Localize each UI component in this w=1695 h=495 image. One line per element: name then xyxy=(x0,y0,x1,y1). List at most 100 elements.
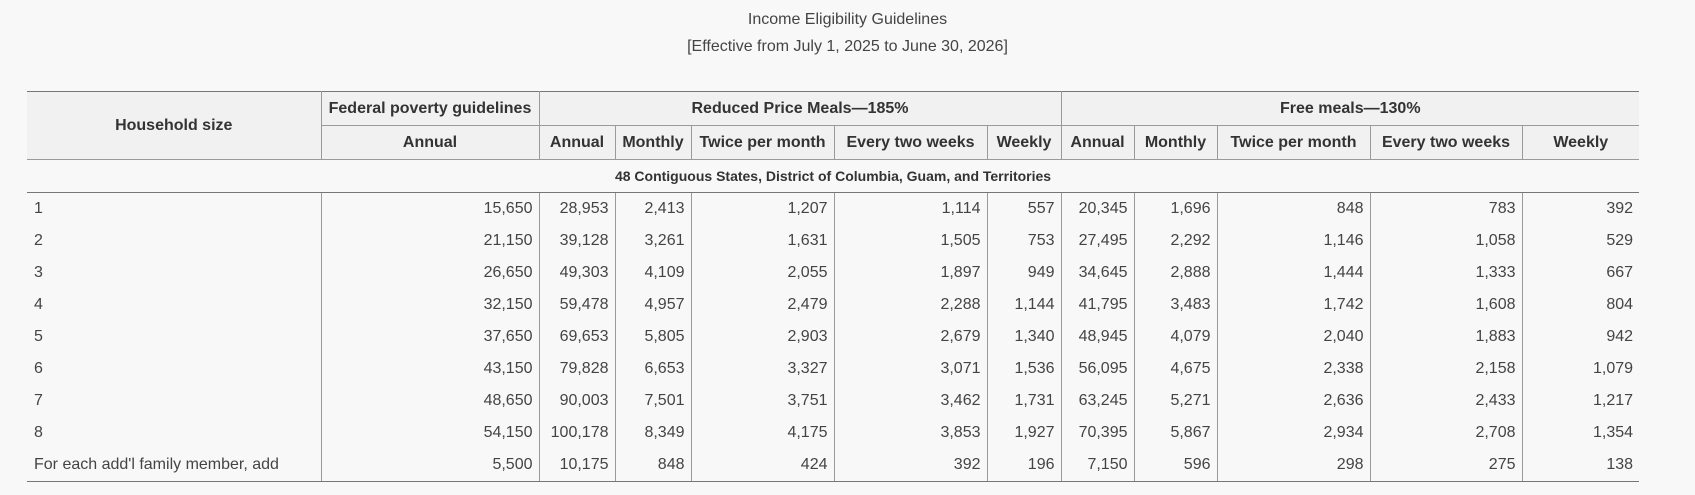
household-size-cell: 1 xyxy=(34,200,43,217)
value-cell: 10,175 xyxy=(538,449,615,482)
household-size-cell: 8 xyxy=(34,424,43,441)
header-reduced-monthly: Monthly xyxy=(614,125,692,160)
value-cell: 1,742 xyxy=(1216,289,1370,321)
value-cell: 56,095 xyxy=(1060,353,1134,385)
household-size-cell: For each add'l family member, add xyxy=(27,449,321,482)
value-cell: 70,395 xyxy=(1060,417,1134,449)
value-cell: 79,828 xyxy=(538,353,615,385)
value-cell: 34,645 xyxy=(1060,257,1134,289)
value-cell: 1,631 xyxy=(690,225,834,257)
value-cell: 848 xyxy=(1216,192,1370,225)
value-cell: 1,333 xyxy=(1369,257,1522,289)
value-cell: 3,261 xyxy=(614,225,691,257)
header-reduced-annual: Annual xyxy=(538,125,616,160)
value-cell: 804 xyxy=(1521,289,1640,321)
value-cell: 1,079 xyxy=(1521,353,1640,385)
value-cell: 1,927 xyxy=(986,417,1061,449)
value-cell: 7,150 xyxy=(1060,449,1134,482)
value-cell: 2,338 xyxy=(1216,353,1370,385)
value-cell: 1,731 xyxy=(986,385,1061,417)
table-row: 6 43,150 79,828 6,653 3,327 3,071 1,536 56,095 4… xyxy=(27,353,1640,385)
value-cell: 949 xyxy=(986,257,1061,289)
income-eligibility-table: Household size Federal poverty guideline… xyxy=(27,91,1640,482)
value-cell: 54,150 xyxy=(320,417,539,449)
header-free-weekly: Weekly xyxy=(1521,125,1640,160)
header-federal-poverty-guidelines: Federal poverty guidelines xyxy=(320,91,540,126)
value-cell: 557 xyxy=(986,192,1061,225)
value-cell: 1,444 xyxy=(1216,257,1370,289)
value-cell: 4,957 xyxy=(614,289,691,321)
table-row: 3 26,650 49,303 4,109 2,055 1,897 949 34,645 2,8… xyxy=(27,257,1640,289)
value-cell: 20,345 xyxy=(1060,192,1134,225)
value-cell: 48,945 xyxy=(1060,321,1134,353)
value-cell: 4,175 xyxy=(690,417,834,449)
value-cell: 1,114 xyxy=(833,192,987,225)
value-cell: 28,953 xyxy=(538,192,615,225)
value-cell: 100,178 xyxy=(538,417,615,449)
value-cell: 5,805 xyxy=(614,321,691,353)
value-cell: 48,650 xyxy=(320,385,539,417)
table-row: For each add'l family member, add 5,500 10… xyxy=(27,449,1640,482)
value-cell: 2,413 xyxy=(614,192,691,225)
value-cell: 4,079 xyxy=(1133,321,1217,353)
value-cell: 3,327 xyxy=(690,353,834,385)
value-cell: 5,867 xyxy=(1133,417,1217,449)
value-cell: 753 xyxy=(986,225,1061,257)
value-cell: 4,109 xyxy=(614,257,691,289)
header-free-monthly: Monthly xyxy=(1133,125,1218,160)
value-cell: 2,055 xyxy=(690,257,834,289)
value-cell: 26,650 xyxy=(320,257,539,289)
header-reduced-price-meals: Reduced Price Meals—185% xyxy=(538,91,1062,126)
value-cell: 1,608 xyxy=(1369,289,1522,321)
household-size-cell: 3 xyxy=(34,264,43,281)
value-cell: 43,150 xyxy=(320,353,539,385)
value-cell: 1,058 xyxy=(1369,225,1522,257)
value-cell: 196 xyxy=(986,449,1061,482)
table-row: 8 54,150 100,178 8,349 4,175 3,853 1,927 70,395… xyxy=(27,417,1640,449)
value-cell: 392 xyxy=(1521,192,1640,225)
header-federal-annual: Annual xyxy=(320,125,540,160)
value-cell: 1,536 xyxy=(986,353,1061,385)
table-body: 48 Contiguous States, District of Columb… xyxy=(27,159,1640,482)
value-cell: 783 xyxy=(1369,192,1522,225)
page-subtitle: [Effective from July 1, 2025 to June 30,… xyxy=(687,38,1008,55)
value-cell: 1,354 xyxy=(1521,417,1640,449)
household-size-cell: 6 xyxy=(34,360,43,377)
header-reduced-twice-per-month: Twice per month xyxy=(690,125,835,160)
value-cell: 37,650 xyxy=(320,321,539,353)
value-cell: 69,653 xyxy=(538,321,615,353)
value-cell: 3,483 xyxy=(1133,289,1217,321)
value-cell: 275 xyxy=(1369,449,1522,482)
household-size-cell: 4 xyxy=(34,296,43,313)
value-cell: 529 xyxy=(1521,225,1640,257)
value-cell: 1,144 xyxy=(986,289,1061,321)
table-row: 1 15,650 28,953 2,413 1,207 1,114 557 20,345 1,6… xyxy=(27,192,1640,225)
value-cell: 2,292 xyxy=(1133,225,1217,257)
value-cell: 2,636 xyxy=(1216,385,1370,417)
value-cell: 3,071 xyxy=(833,353,987,385)
header-free-twice-per-month: Twice per month xyxy=(1216,125,1371,160)
value-cell: 392 xyxy=(833,449,987,482)
value-cell: 59,478 xyxy=(538,289,615,321)
value-cell: 2,934 xyxy=(1216,417,1370,449)
value-cell: 298 xyxy=(1216,449,1370,482)
value-cell: 2,708 xyxy=(1369,417,1522,449)
value-cell: 5,500 xyxy=(320,449,539,482)
value-cell: 49,303 xyxy=(538,257,615,289)
value-cell: 15,650 xyxy=(320,192,539,225)
value-cell: 1,207 xyxy=(690,192,834,225)
value-cell: 7,501 xyxy=(614,385,691,417)
value-cell: 1,696 xyxy=(1133,192,1217,225)
header-reduced-weekly: Weekly xyxy=(986,125,1062,160)
value-cell: 2,888 xyxy=(1133,257,1217,289)
header-free-every-two-weeks: Every two weeks xyxy=(1369,125,1523,160)
value-cell: 1,146 xyxy=(1216,225,1370,257)
household-size-cell: 5 xyxy=(34,328,43,345)
header-household-size: Household size xyxy=(27,91,322,160)
value-cell: 6,653 xyxy=(614,353,691,385)
value-cell: 32,150 xyxy=(320,289,539,321)
value-cell: 3,462 xyxy=(833,385,987,417)
value-cell: 2,479 xyxy=(690,289,834,321)
value-cell: 21,150 xyxy=(320,225,539,257)
